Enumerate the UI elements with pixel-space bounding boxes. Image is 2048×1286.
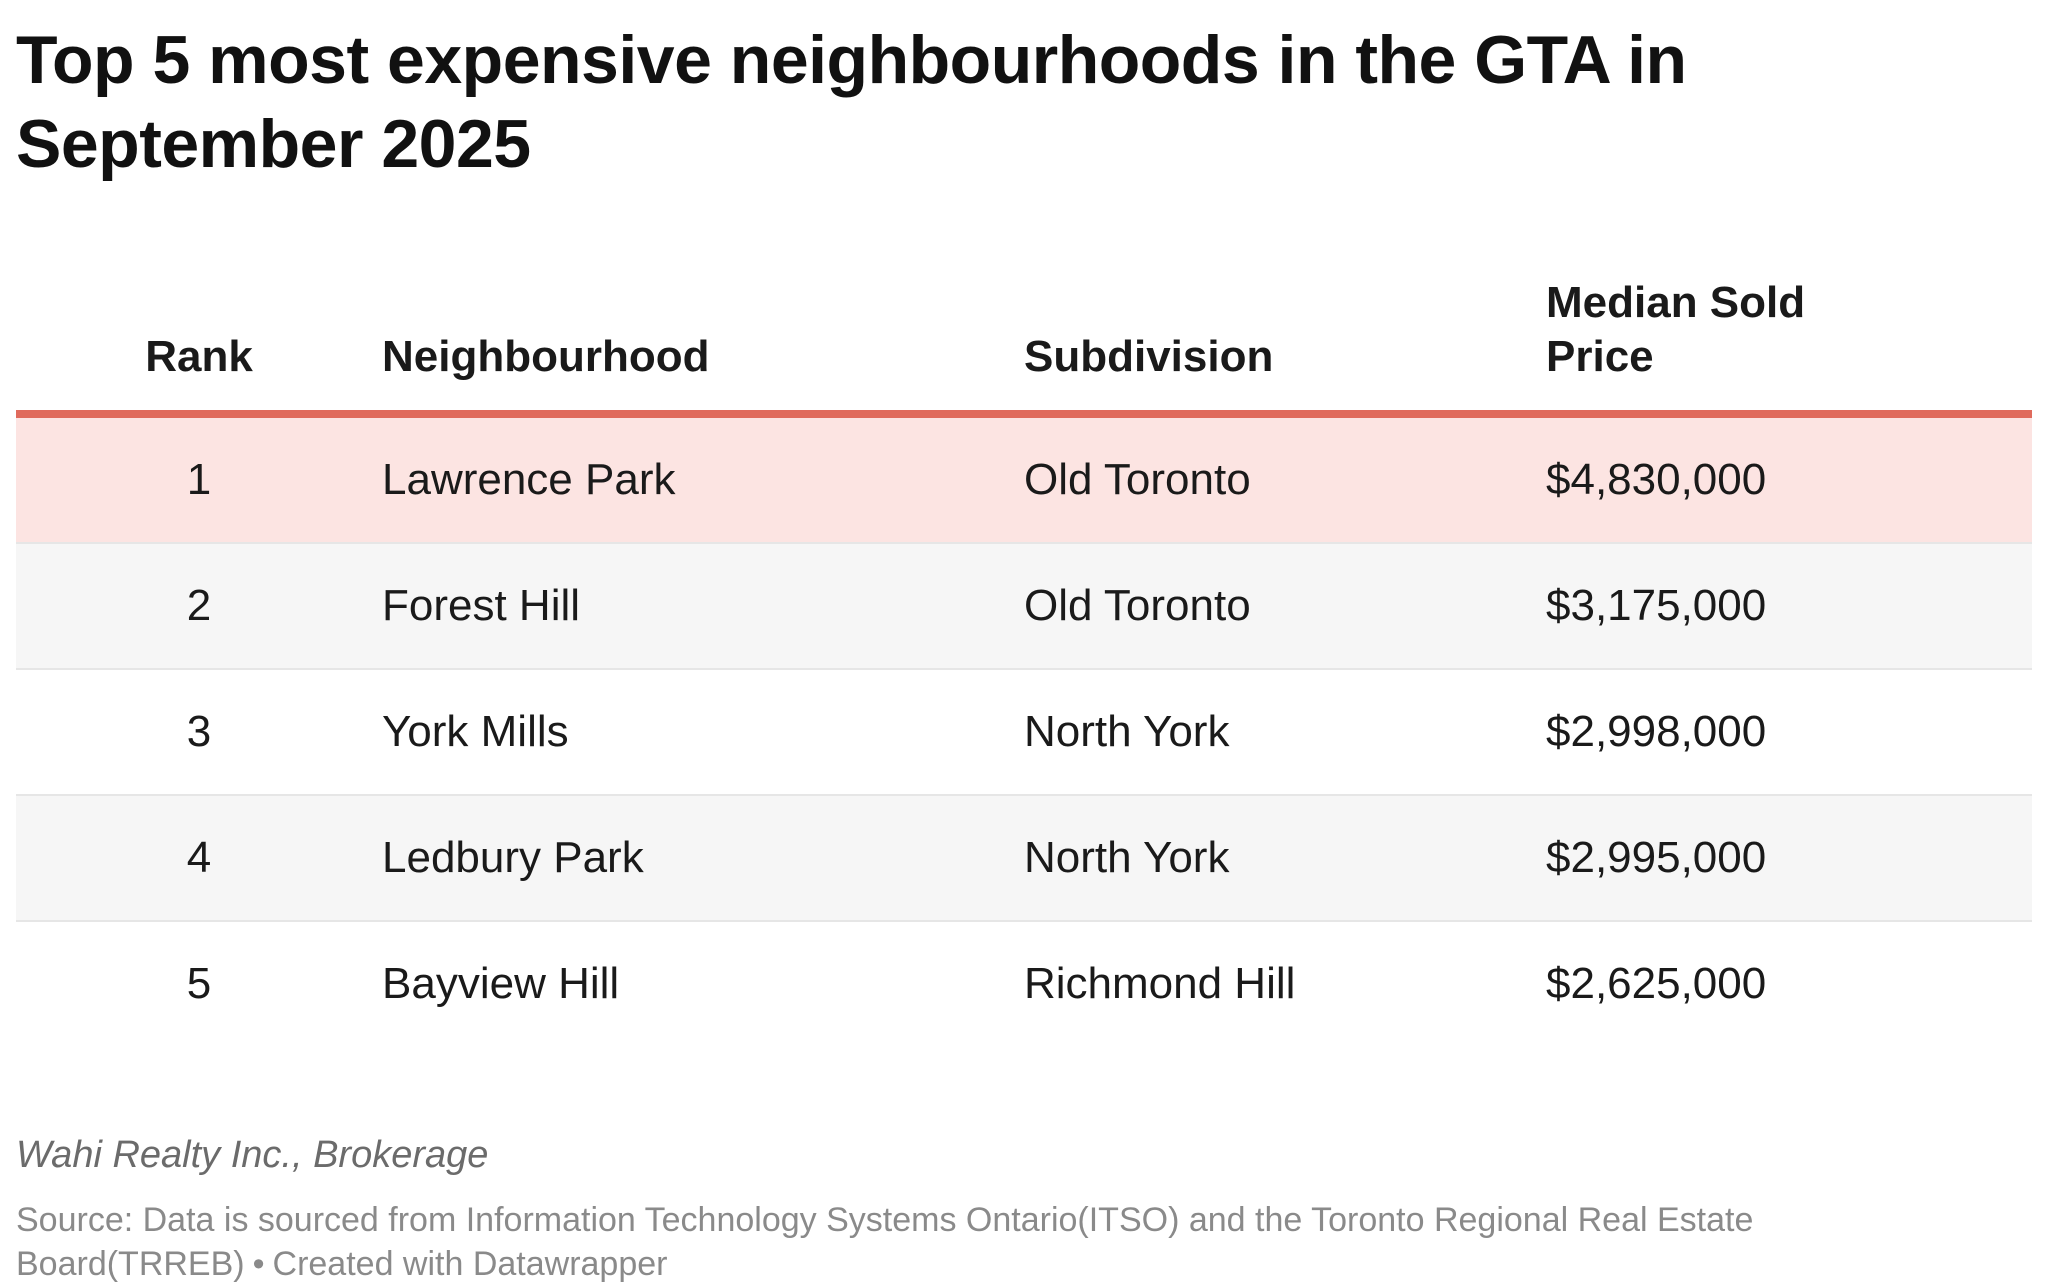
median-sold-price-label: Median Sold Price xyxy=(1546,278,1806,381)
source-footer: Source: Data is sourced from Information… xyxy=(16,1198,1946,1286)
chart-title: Top 5 most expensive neighbourhoods in t… xyxy=(16,22,1687,182)
chart-container: Top 5 most expensive neighbourhoods in t… xyxy=(16,18,2032,1286)
table-row: 4 Ledbury Park North York $2,995,000 xyxy=(16,795,2032,922)
cell-subdivision: Old Toronto xyxy=(1024,414,1546,544)
table-body: 1 Lawrence Park Old Toronto $4,830,000 2 Fore… xyxy=(16,414,2032,1046)
cell-rank: 3 xyxy=(16,669,382,796)
data-table: Rank Neighbourhood Subdivision Median So… xyxy=(16,276,2032,1046)
cell-rank: 4 xyxy=(16,795,382,922)
cell-neighbourhood: Bayview Hill xyxy=(382,921,1024,1046)
column-header-subdivision[interactable]: Subdivision xyxy=(1024,276,1546,418)
cell-rank: 2 xyxy=(16,543,382,670)
column-header-neighbourhood[interactable]: Neighbourhood xyxy=(382,276,1024,418)
cell-rank: 1 xyxy=(16,414,382,544)
footer-separator: • xyxy=(252,1245,265,1283)
table-row: 5 Bayview Hill Richmond Hill $2,625,000 xyxy=(16,921,2032,1046)
cell-neighbourhood: York Mills xyxy=(382,669,1024,796)
table-row: 1 Lawrence Park Old Toronto $4,830,000 xyxy=(16,414,2032,544)
cell-neighbourhood: Forest Hill xyxy=(382,543,1024,670)
cell-median-sold-price: $3,175,000 xyxy=(1546,543,2032,670)
cell-median-sold-price: $2,625,000 xyxy=(1546,921,2032,1046)
cell-subdivision: Old Toronto xyxy=(1024,543,1546,670)
cell-neighbourhood: Ledbury Park xyxy=(382,795,1024,922)
cell-rank: 5 xyxy=(16,921,382,1046)
cell-median-sold-price: $2,995,000 xyxy=(1546,795,2032,922)
cell-subdivision: North York xyxy=(1024,795,1546,922)
credit-link[interactable]: Created with Datawrapper xyxy=(272,1245,668,1283)
cell-median-sold-price: $4,830,000 xyxy=(1546,414,2032,544)
table-header-row: Rank Neighbourhood Subdivision Median So… xyxy=(16,276,2032,418)
source-text: Source: Data is sourced from Information… xyxy=(16,1201,1754,1283)
column-header-rank[interactable]: Rank xyxy=(16,276,382,418)
cell-median-sold-price: $2,998,000 xyxy=(1546,669,2032,796)
cell-neighbourhood: Lawrence Park xyxy=(382,414,1024,544)
cell-subdivision: Richmond Hill xyxy=(1024,921,1546,1046)
table-row: 2 Forest Hill Old Toronto $3,175,000 xyxy=(16,543,2032,670)
column-header-median-sold-price[interactable]: Median Sold Price xyxy=(1546,276,2032,418)
byline: Wahi Realty Inc., Brokerage xyxy=(16,1134,489,1176)
cell-subdivision: North York xyxy=(1024,669,1546,796)
table-row: 3 York Mills North York $2,998,000 xyxy=(16,669,2032,796)
